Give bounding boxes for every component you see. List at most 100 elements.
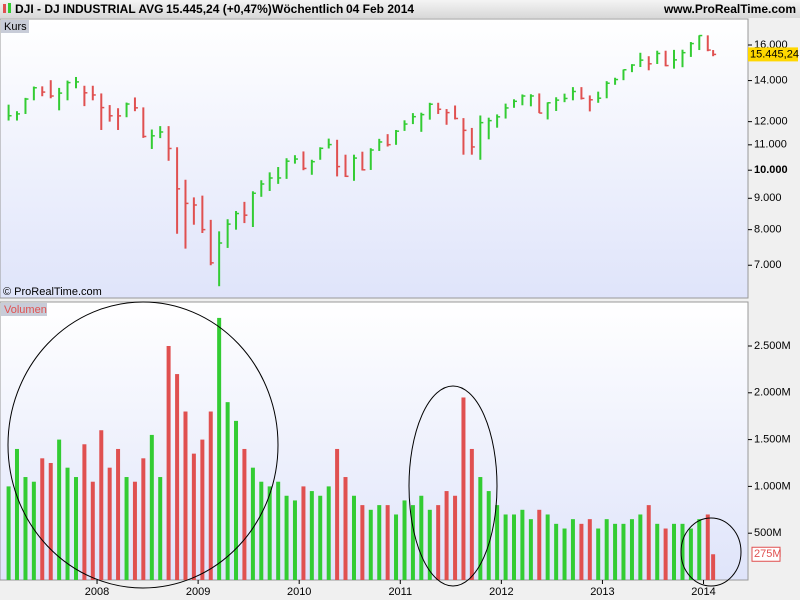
volume-panel (0, 301, 749, 581)
volume-bar (511, 514, 516, 580)
volume-bar (545, 514, 550, 580)
last-price-box (748, 47, 798, 62)
period: Wöchentlich (272, 2, 343, 16)
last-volume-label: 275M (754, 548, 782, 560)
y-tick-label: 9.000 (754, 192, 782, 204)
y-tick-label: 2.500M (754, 340, 791, 352)
x-tick-label: 2012 (489, 586, 513, 598)
volume-bar (587, 519, 592, 580)
x-tick-label: 2013 (590, 586, 614, 598)
volume-bar (183, 411, 188, 580)
volume-bar (301, 486, 306, 580)
x-tick-label: 2011 (388, 586, 412, 598)
annotation-circle (7, 301, 279, 589)
volume-bar (107, 467, 112, 580)
volume-bar (579, 523, 584, 580)
volume-bar (31, 481, 36, 580)
volume-bar (520, 509, 525, 580)
volume-bar (90, 481, 95, 580)
logo (3, 4, 6, 13)
volume-bar (604, 519, 609, 580)
volume-bar (394, 514, 399, 580)
quote: 15.445,24 (+0,47%) (166, 2, 272, 16)
volume-bar (250, 467, 255, 580)
volume-bar (166, 345, 171, 580)
volume-bar (40, 458, 45, 580)
y-tick-label: 12.000 (754, 116, 788, 128)
volume-bar (385, 505, 390, 580)
panel-label: Kurs (4, 21, 27, 33)
site: www.ProRealTime.com (663, 2, 796, 16)
volume-bar (503, 514, 508, 580)
volume-bar (638, 514, 643, 580)
volume-bar (14, 448, 19, 580)
volume-bar (663, 528, 668, 580)
volume-bar (48, 462, 53, 580)
volume-bar (537, 509, 542, 580)
volume-bar (427, 509, 432, 580)
volume-bar (343, 477, 348, 580)
volume-bar (688, 528, 693, 580)
volume-bar (495, 505, 500, 580)
volume-bar (158, 477, 163, 580)
volume-bar (351, 495, 356, 580)
volume-bar (141, 458, 146, 580)
panel-label-box (1, 303, 47, 316)
annotation-circle (680, 517, 742, 587)
y-tick-label: 1.000M (754, 480, 791, 492)
volume-bar (570, 519, 575, 580)
volume-bar (613, 523, 618, 580)
volume-bar (74, 477, 79, 580)
volume-bar (461, 397, 466, 580)
y-tick-label: 8.000 (754, 224, 782, 236)
x-tick-label: 2009 (186, 586, 210, 598)
volume-bar (234, 420, 239, 580)
panel-label: Volumen (4, 304, 47, 316)
volume-bar (132, 481, 137, 580)
volume-bar (368, 509, 373, 580)
copyright: © ProRealTime.com (3, 286, 102, 298)
y-tick-label: 500M (754, 527, 782, 539)
volume-bar (596, 528, 601, 580)
symbol-title: DJI - DJ INDUSTRIAL AVG (15, 2, 163, 16)
volume-bar (562, 528, 567, 580)
y-tick-label: 7.000 (754, 259, 782, 271)
volume-bar (6, 486, 11, 580)
volume-bar (680, 523, 685, 580)
last-volume-box (751, 546, 781, 562)
volume-bar (276, 481, 281, 580)
volume-bar (326, 486, 331, 580)
volume-bar (318, 495, 323, 580)
volume-bar (377, 505, 382, 580)
volume-bar (175, 374, 180, 580)
x-tick-label: 2014 (691, 586, 715, 598)
volume-bar (208, 411, 213, 580)
volume-bar (444, 491, 449, 580)
volume-bar (82, 444, 87, 580)
logo (8, 3, 11, 13)
volume-bar (621, 523, 626, 580)
volume-bar (99, 430, 104, 580)
volume-bar (469, 448, 474, 580)
volume-bar (711, 554, 716, 580)
volume-bar (655, 523, 660, 580)
volume-bar (528, 519, 533, 580)
volume-bar (436, 505, 441, 580)
x-tick-label: 2008 (85, 586, 109, 598)
volume-bar (335, 448, 340, 580)
volume-bar (217, 317, 222, 580)
volume-bar (554, 523, 559, 580)
volume-bar (225, 402, 230, 580)
volume-bar (697, 519, 702, 580)
volume-bar (292, 500, 297, 580)
annotation-circle (408, 385, 498, 587)
header-bar (0, 0, 800, 18)
plot: 7.000 8.000 9.000 10.000 11.000 12.000 14.000 1… (6, 34, 799, 598)
volume-bar (402, 500, 407, 580)
volume-bar (309, 491, 314, 580)
volume-bar (629, 519, 634, 580)
volume-bar (646, 505, 651, 580)
date: 04 Feb 2014 (346, 2, 414, 16)
volume-bar (191, 453, 196, 580)
